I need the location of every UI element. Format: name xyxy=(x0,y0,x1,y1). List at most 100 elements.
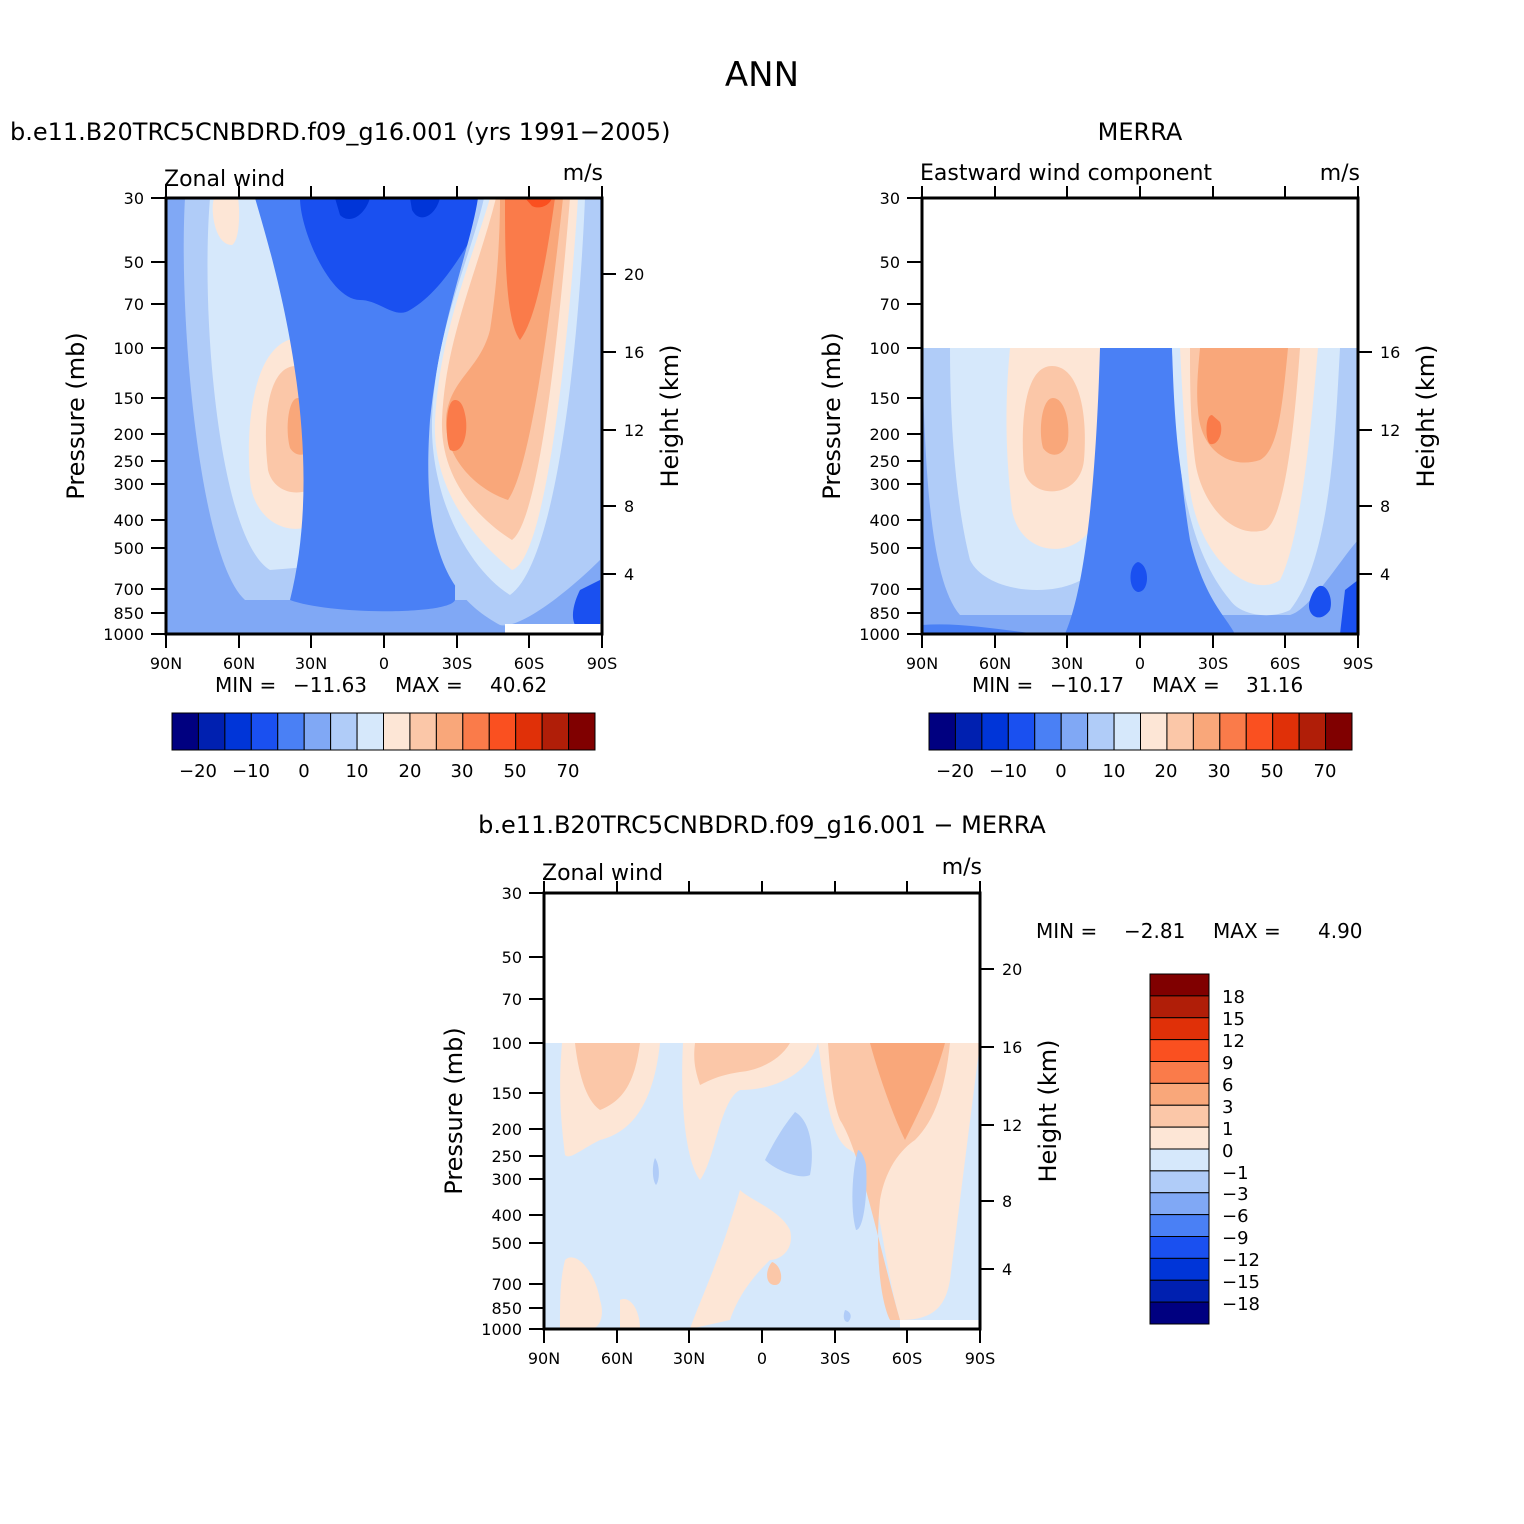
model-colorbar-swatch xyxy=(197,712,226,751)
diff-pressure-tick-250: 250 xyxy=(491,1147,522,1166)
model-ylabel-right: Height (km) xyxy=(656,345,684,488)
diff-height-tick-12: 12 xyxy=(1002,1116,1022,1135)
obs-min-label: MIN = xyxy=(972,673,1033,697)
diff-colorbar-label: 12 xyxy=(1222,1031,1245,1052)
diff-colorbar-label: 15 xyxy=(1222,1009,1245,1030)
diff-height-tick-8: 8 xyxy=(1002,1192,1012,1211)
model-pressure-tick-700: 700 xyxy=(113,580,144,599)
model-colorbar-swatch xyxy=(171,712,199,751)
diff-colorbar-labels: 18 15 12 9 6 3 1 0 −1 −3 −6 −9 −12 −15 −… xyxy=(1222,987,1260,1315)
model-colorbar-swatch xyxy=(462,712,490,751)
obs-colorbar-swatch xyxy=(1298,712,1327,751)
panel-diff-left-label: Zonal wind xyxy=(542,861,663,886)
model-max-value: 40.62 xyxy=(490,673,547,697)
model-height-tick-8: 8 xyxy=(624,497,634,516)
model-height-ticks: 20 16 12 8 4 xyxy=(602,265,644,584)
diff-missing-strat xyxy=(544,893,980,1043)
model-lat-tick-30N: 30N xyxy=(295,654,327,673)
model-lat-tick-0: 0 xyxy=(379,654,389,673)
model-min-value: −11.63 xyxy=(293,673,367,697)
obs-lat-tick-90N: 90N xyxy=(906,654,938,673)
obs-lat-tick-30N: 30N xyxy=(1051,654,1083,673)
model-min-label: MIN = xyxy=(215,673,276,697)
obs-fill-tropical-low xyxy=(1130,562,1147,592)
diff-lat-tick-0: 0 xyxy=(757,1349,767,1368)
diff-colorbar-swatch xyxy=(1149,1061,1210,1084)
obs-ylabel: Pressure (mb) xyxy=(818,332,846,499)
diff-colorbar-label: −15 xyxy=(1222,1272,1260,1293)
obs-colorbar-label: 0 xyxy=(1055,761,1066,782)
obs-colorbar-swatch xyxy=(1219,712,1247,751)
obs-height-tick-8: 8 xyxy=(1380,497,1390,516)
model-colorbar-swatch xyxy=(409,712,437,751)
obs-pressure-tick-100: 100 xyxy=(869,339,900,358)
diff-pressure-tick-700: 700 xyxy=(491,1275,522,1294)
model-colorbar-swatch xyxy=(435,712,464,751)
diff-min-value: −2.81 xyxy=(1124,919,1185,943)
model-pressure-tick-70: 70 xyxy=(124,295,144,314)
diff-pressure-tick-50: 50 xyxy=(502,948,522,967)
diff-colorbar-swatch xyxy=(1149,995,1210,1019)
diff-contour-lower-trop-pos xyxy=(690,1190,791,1329)
obs-height-tick-12: 12 xyxy=(1380,421,1400,440)
panel-diff-units: m/s xyxy=(942,855,982,880)
diff-colorbar-label: −6 xyxy=(1222,1206,1249,1227)
obs-colorbar-swatch xyxy=(1087,712,1115,751)
obs-colorbar-label: 20 xyxy=(1155,761,1178,782)
diff-colorbar-label: 18 xyxy=(1222,987,1245,1008)
obs-colorbar-swatch xyxy=(1060,712,1089,751)
diff-colorbar-swatch xyxy=(1149,1039,1210,1062)
model-colorbar-label: 10 xyxy=(346,761,369,782)
obs-missing-strat xyxy=(922,198,1358,348)
obs-colorbar-label: 70 xyxy=(1314,761,1337,782)
panel-obs-left-label: Eastward wind component xyxy=(920,161,1212,186)
diff-height-tick-16: 16 xyxy=(1002,1038,1022,1057)
diff-lat-tick-90S: 90S xyxy=(965,1349,996,1368)
diff-lat-tick-30N: 30N xyxy=(673,1349,705,1368)
diff-contour-sh-pos-3 xyxy=(870,1043,945,1140)
model-colorbar-swatch xyxy=(330,712,358,751)
model-colorbar-label: −10 xyxy=(232,761,270,782)
model-colorbar-swatch xyxy=(488,712,517,751)
diff-lat-tick-30S: 30S xyxy=(820,1349,851,1368)
diff-pressure-tick-200: 200 xyxy=(491,1120,522,1139)
obs-pressure-tick-150: 150 xyxy=(869,389,900,408)
diff-pressure-tick-400: 400 xyxy=(491,1206,522,1225)
obs-colorbar-labels: −20 −10 0 10 20 30 50 70 xyxy=(936,761,1336,782)
model-missing-surface xyxy=(505,624,602,634)
obs-colorbar-label: 50 xyxy=(1261,761,1284,782)
model-pressure-ticks: 30 50 70 100 150 200 250 300 400 500 700… xyxy=(103,189,166,644)
obs-pressure-tick-850: 850 xyxy=(869,604,900,623)
obs-stats: MIN = −10.17 MAX = 31.16 xyxy=(972,673,1303,697)
diff-colorbar-label: −18 xyxy=(1222,1294,1260,1315)
model-contour-sh-strat-50 xyxy=(525,198,552,208)
diff-colorbar-swatch xyxy=(1149,1126,1210,1150)
obs-min-value: −10.17 xyxy=(1050,673,1124,697)
model-contour-sh-strat-40 xyxy=(505,198,555,340)
model-lat-tick-30S: 30S xyxy=(442,654,473,673)
obs-colorbar-swatch xyxy=(1113,712,1141,751)
diff-colorbar-swatch xyxy=(1149,1236,1210,1259)
obs-colorbar-swatch xyxy=(928,712,956,751)
model-contours xyxy=(166,198,602,634)
model-colorbar-label: 0 xyxy=(298,761,309,782)
obs-ylabel-right: Height (km) xyxy=(1412,345,1440,488)
diff-pressure-tick-1000: 1000 xyxy=(481,1320,522,1339)
diff-contour-surface-neg xyxy=(843,1310,851,1322)
panel-model-title: b.e11.B20TRC5CNBDRD.f09_g16.001 (yrs 199… xyxy=(10,118,670,146)
obs-fill-arctic-surface xyxy=(922,624,1040,634)
obs-colorbar-swatch xyxy=(1325,712,1353,751)
diff-missing-surface xyxy=(900,1320,980,1329)
obs-pressure-tick-30: 30 xyxy=(880,189,900,208)
obs-pressure-tick-1000: 1000 xyxy=(859,625,900,644)
diff-colorbar-label: −9 xyxy=(1222,1228,1249,1249)
model-colorbar-swatch xyxy=(303,712,332,751)
model-lat-tick-90N: 90N xyxy=(150,654,182,673)
obs-pressure-tick-400: 400 xyxy=(869,511,900,530)
diff-pressure-tick-850: 850 xyxy=(491,1299,522,1318)
obs-colorbar-label: 30 xyxy=(1208,761,1231,782)
model-fill-strat-easterly-core xyxy=(335,198,440,219)
model-colorbar-swatch xyxy=(515,712,543,751)
model-pressure-tick-150: 150 xyxy=(113,389,144,408)
diff-colorbar-swatch xyxy=(1149,1257,1210,1281)
